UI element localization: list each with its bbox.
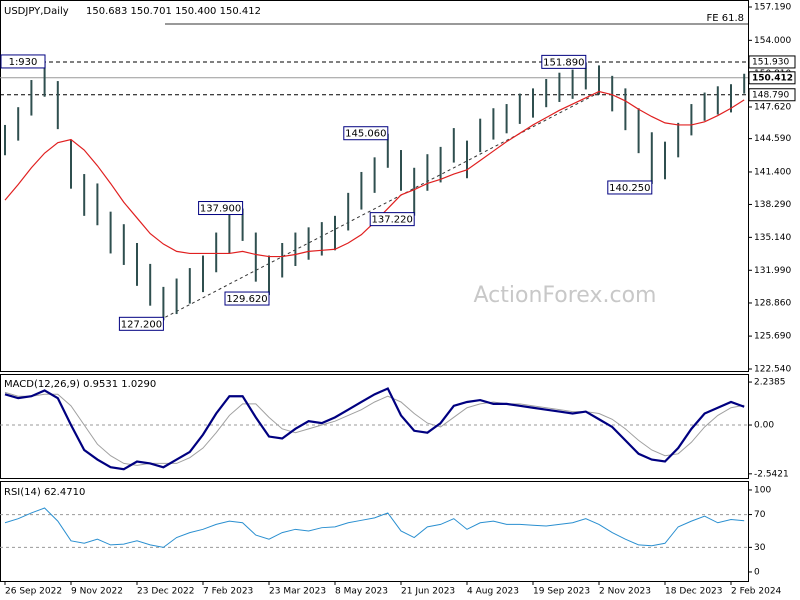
y-tick-label: 144.590 xyxy=(754,134,791,144)
chart-title: USDJPY,Daily xyxy=(4,6,69,17)
price-callout xyxy=(224,291,270,306)
rsi-panel xyxy=(0,481,749,582)
x-tick-label: 21 Jun 2023 xyxy=(401,587,455,597)
y-tick-label: 138.290 xyxy=(754,200,791,210)
y-tick-label: 2.2385 xyxy=(754,378,786,388)
price-callout xyxy=(607,180,653,195)
y-tick-label: 131.990 xyxy=(754,266,791,276)
price-callout-label: 137.220 xyxy=(372,215,413,226)
price-callout-label: 1:930 xyxy=(9,57,38,68)
x-tick-label: 7 Feb 2023 xyxy=(203,587,253,597)
chart-subtitle: 150.683 150.701 150.400 150.412 xyxy=(86,6,261,17)
level-tag xyxy=(748,55,796,69)
y-tick-label: 122.540 xyxy=(754,365,791,375)
rsi-title: RSI(14) 62.4710 xyxy=(4,487,85,498)
x-tick-label: 23 Dec 2022 xyxy=(137,587,195,597)
y-tick-label: 125.690 xyxy=(754,332,791,342)
price-callout-label: 127.200 xyxy=(121,319,162,330)
y-tick-label: 135.140 xyxy=(754,233,791,243)
y-tick-label: 141.400 xyxy=(754,167,791,177)
price-callout xyxy=(198,201,244,216)
price-callout-label: 137.900 xyxy=(200,204,241,215)
price-callout xyxy=(343,126,389,141)
y-tick-label: 157.190 xyxy=(754,3,791,13)
y-tick-label: 154.000 xyxy=(754,36,791,46)
watermark: ActionForex.com xyxy=(474,283,657,308)
y-tick-label: 30 xyxy=(754,543,766,553)
price-callout-label: 140.250 xyxy=(609,183,650,194)
price-callout-label: 129.620 xyxy=(226,294,267,305)
y-tick-label: 100 xyxy=(754,485,771,495)
signal-line xyxy=(4,391,745,466)
x-tick-label: 18 Dec 2023 xyxy=(665,587,723,597)
macd-panel xyxy=(0,374,749,479)
price-callout xyxy=(541,54,587,69)
y-tick-label: 147.620 xyxy=(754,102,791,112)
x-tick-label: 23 Mar 2023 xyxy=(269,587,326,597)
rsi-line xyxy=(4,507,745,548)
y-tick-label: 0.00 xyxy=(754,421,774,431)
y-tick-label: 70 xyxy=(754,510,766,520)
x-tick-label: 2 Nov 2023 xyxy=(599,587,651,597)
level-tag xyxy=(748,88,796,102)
y-tick-label: -2.5421 xyxy=(754,469,789,479)
trend-line xyxy=(159,91,601,321)
x-tick-label: 4 Aug 2023 xyxy=(467,587,519,597)
x-tick-label: 26 Sep 2022 xyxy=(5,587,62,597)
level-tag-label: 150.412 xyxy=(752,73,793,83)
price-callout-label: 145.060 xyxy=(345,129,386,140)
level-tag xyxy=(748,71,796,85)
price-panel xyxy=(0,0,749,372)
x-tick-label: 2 Feb 2024 xyxy=(731,587,782,597)
y-tick-label: 128.860 xyxy=(754,298,791,308)
y-tick-label: 0 xyxy=(754,567,760,577)
price-callout xyxy=(0,54,46,69)
macd-line xyxy=(4,387,745,471)
level-tag-label: 151.930 xyxy=(752,57,789,67)
fe-label: FE 61.8 xyxy=(706,13,744,24)
macd-title: MACD(12,26,9) 0.9531 1.0290 xyxy=(4,379,156,390)
level-tag-label: 148.790 xyxy=(752,90,789,100)
price-callout xyxy=(118,316,164,331)
price-callout-label: 151.890 xyxy=(543,57,584,68)
x-tick-label: 19 Sep 2023 xyxy=(533,587,590,597)
price-callout xyxy=(369,212,415,227)
x-tick-label: 8 May 2023 xyxy=(335,587,388,597)
x-tick-label: 9 Nov 2022 xyxy=(71,587,123,597)
